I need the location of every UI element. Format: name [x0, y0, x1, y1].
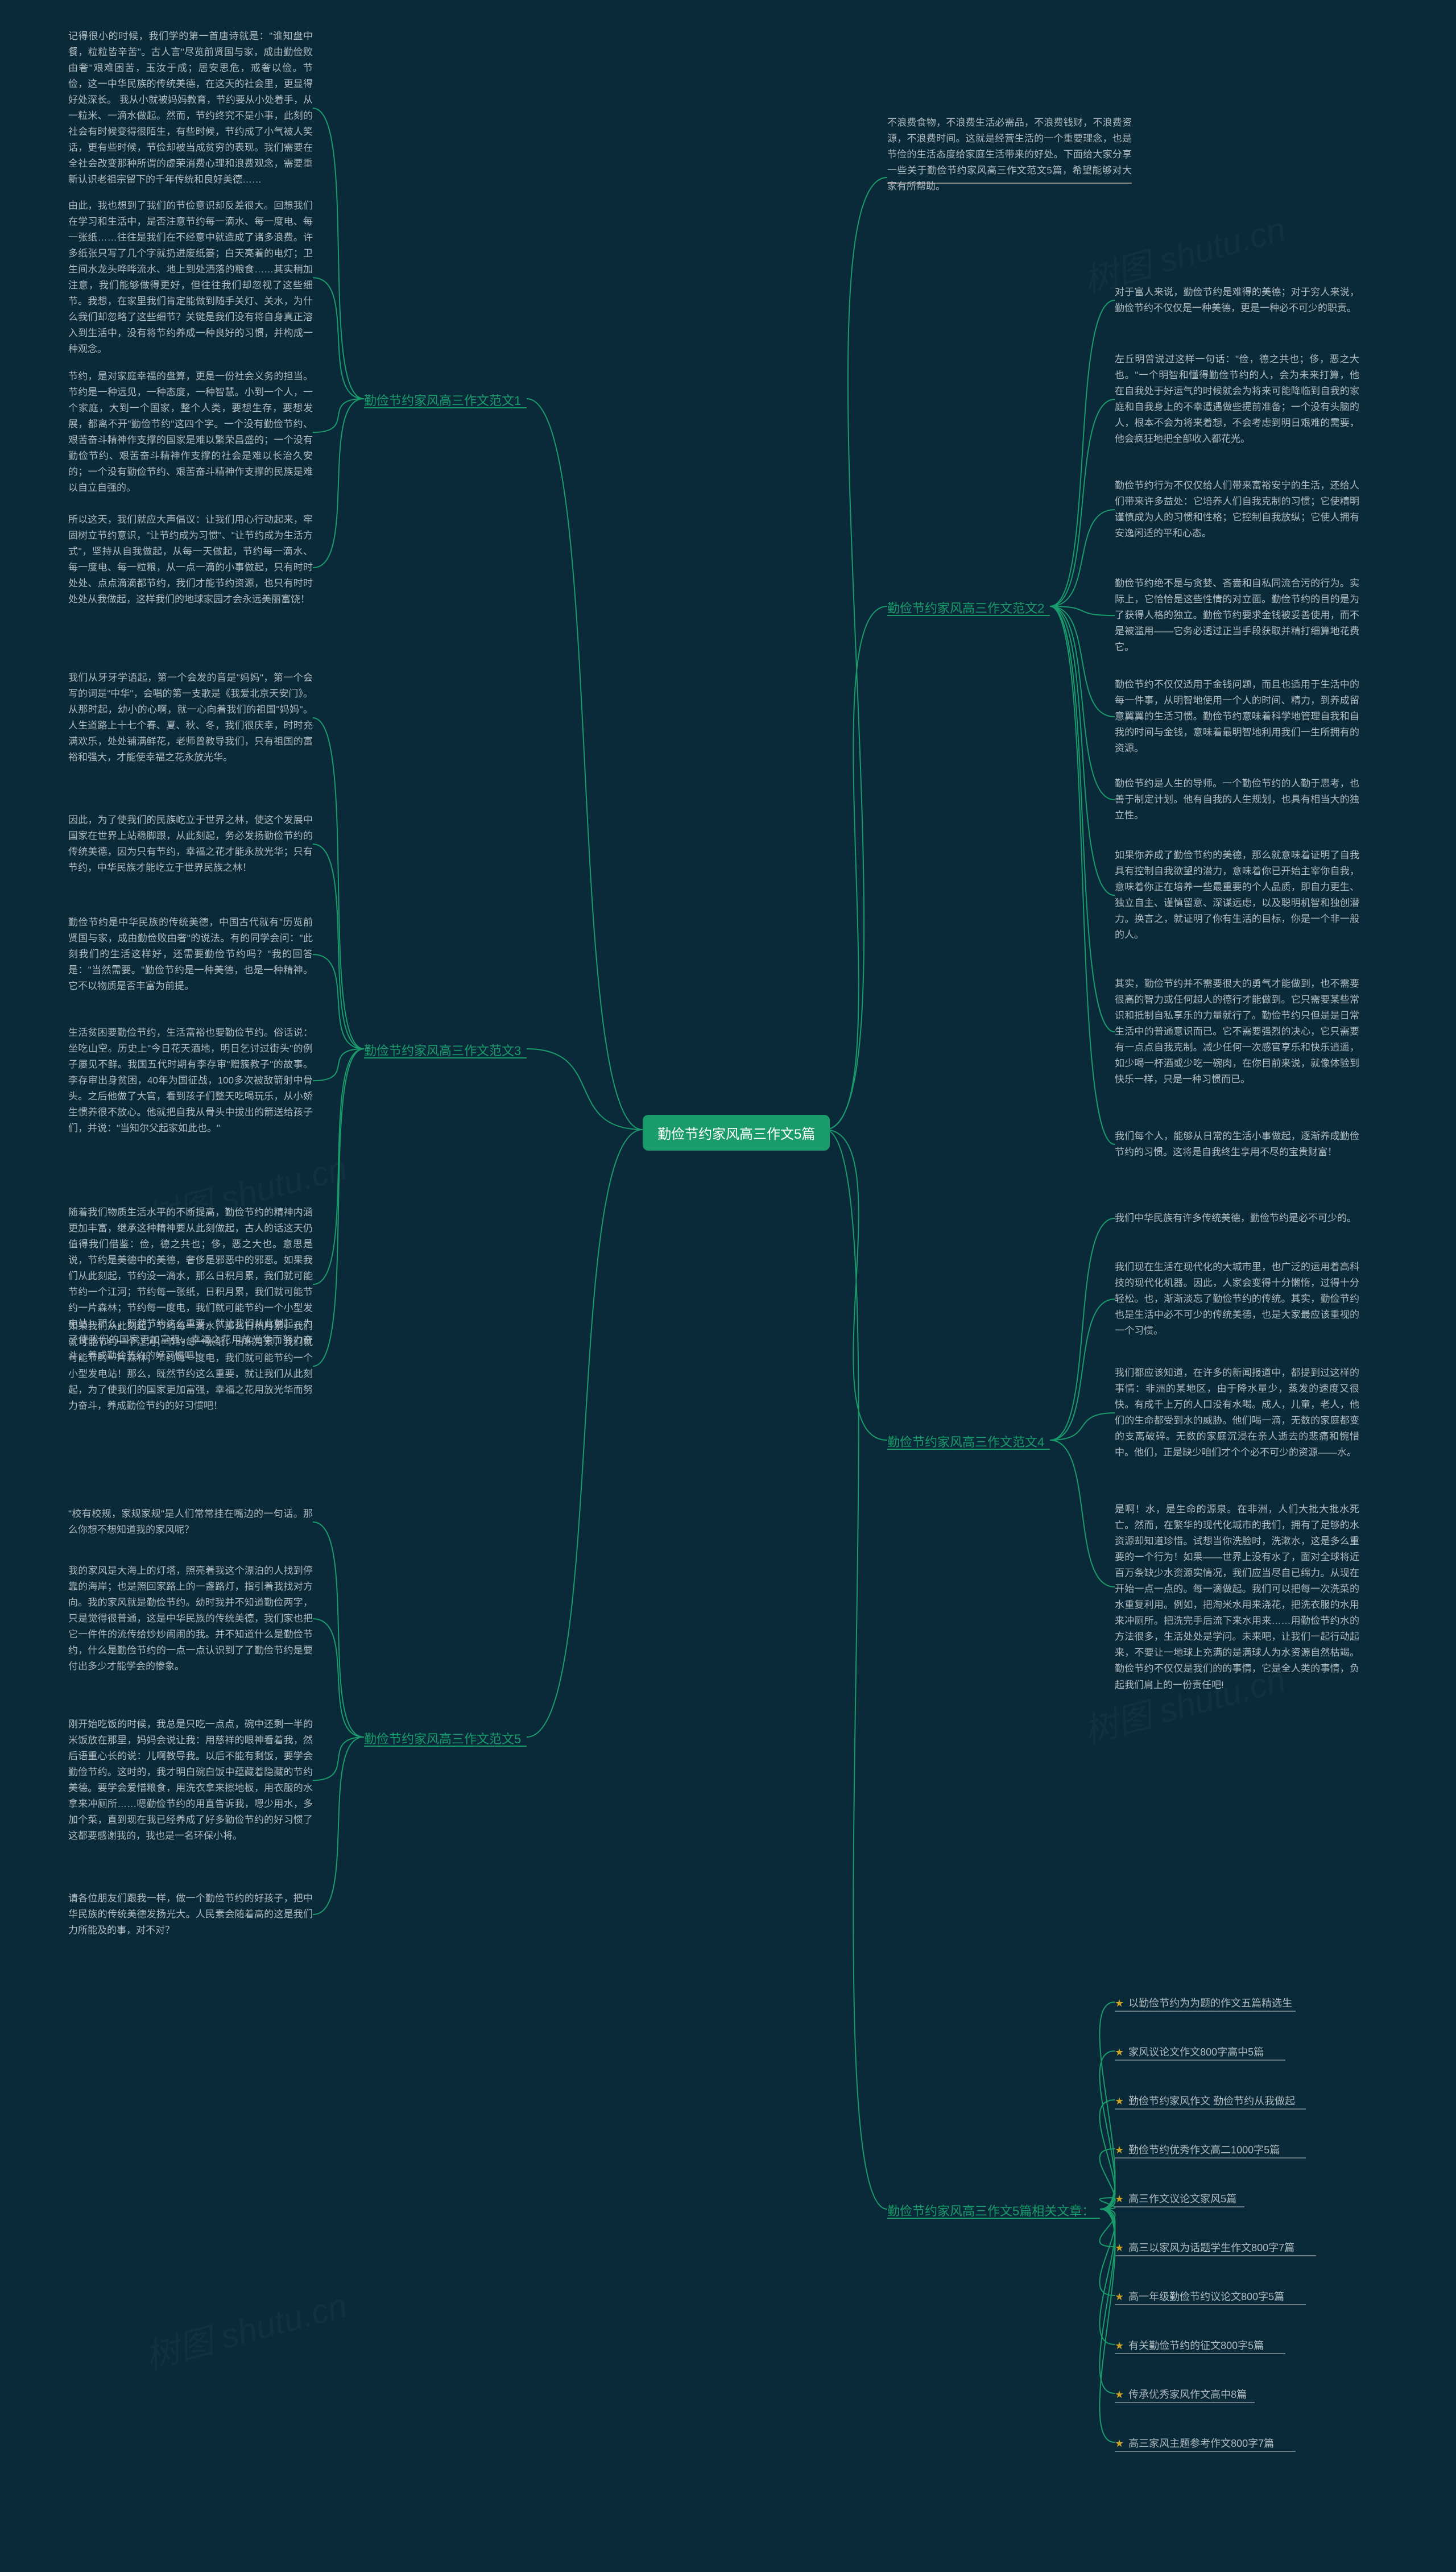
branch-label-b4: 勤俭节约家风高三作文范文4	[887, 1432, 1044, 1450]
branch-label-b2: 勤俭节约家风高三作文范文2	[887, 598, 1044, 617]
star-icon: ★	[1115, 2242, 1124, 2253]
star-icon: ★	[1115, 2340, 1124, 2351]
star-icon: ★	[1115, 2438, 1124, 2449]
star-icon: ★	[1115, 2095, 1124, 2107]
leaf-text: 因此，为了使我们的民族屹立于世界之林，使这个发展中国家在世界上站稳脚跟，从此刻起…	[68, 812, 313, 876]
leaf-text: 我们每个人，能够从日常的生活小事做起，逐渐养成勤俭节约的习惯。这将是自我终生享用…	[1115, 1128, 1359, 1160]
related-link[interactable]: ★ 高一年级勤俭节约议论文800字5篇	[1115, 2289, 1284, 2306]
link-text: 家风议论文作文800字高中5篇	[1128, 2046, 1264, 2058]
link-text: 传承优秀家风作文高中8篇	[1128, 2389, 1247, 2400]
related-link[interactable]: ★ 高三家风主题参考作文800字7篇	[1115, 2435, 1274, 2453]
star-icon: ★	[1115, 2291, 1124, 2302]
branch-label-b5: 勤俭节约家风高三作文范文5	[364, 1729, 521, 1747]
link-text: 高一年级勤俭节约议论文800字5篇	[1128, 2291, 1284, 2302]
watermark: 树图 shutu.cn	[139, 2277, 352, 2379]
star-icon: ★	[1115, 2046, 1124, 2058]
star-icon: ★	[1115, 2144, 1124, 2156]
branch-label-b1: 勤俭节约家风高三作文范文1	[364, 391, 521, 409]
branch-label-b6: 勤俭节约家风高三作文5篇相关文章：	[887, 2201, 1094, 2219]
leaf-text: 刚开始吃饭的时候，我总是只吃一点点，碗中还剩一半的米饭放在那里，妈妈会说让我：用…	[68, 1717, 313, 1844]
intro-text: 不浪费食物，不浪费生活必需品，不浪费钱财，不浪费资源，不浪费时间。这就是经营生活…	[887, 115, 1132, 195]
link-text: 以勤俭节约为为题的作文五篇精选生	[1128, 1998, 1292, 2009]
leaf-text: 勤俭节约是人生的导师。一个勤俭节约的人勤于思考，也善于制定计划。他有自我的人生规…	[1115, 776, 1359, 824]
leaf-text: 如果我们从此刻起，节约每一滴水，那么日积月累，我们就可能节约一个江河；节约每一张…	[68, 1318, 313, 1414]
leaf-text: 勤俭节约绝不是与贪婪、吝啬和自私同流合污的行为。实际上，它恰恰是这些性情的对立面…	[1115, 576, 1359, 655]
branch-label-b3: 勤俭节约家风高三作文范文3	[364, 1041, 521, 1059]
related-link[interactable]: ★ 有关勤俭节约的征文800字5篇	[1115, 2338, 1264, 2355]
star-icon: ★	[1115, 1998, 1124, 2009]
link-text: 勤俭节约家风作文 勤俭节约从我做起	[1128, 2095, 1295, 2107]
leaf-text: 其实，勤俭节约并不需要很大的勇气才能做到，也不需要很高的智力或任何超人的德行才能…	[1115, 976, 1359, 1087]
link-text: 有关勤俭节约的征文800字5篇	[1128, 2340, 1264, 2351]
leaf-text: 我们都应该知道，在许多的新闻报道中，都提到过这样的事情：非洲的某地区，由于降水量…	[1115, 1365, 1359, 1461]
link-text: 高三家风主题参考作文800字7篇	[1128, 2438, 1274, 2449]
related-link[interactable]: ★ 以勤俭节约为为题的作文五篇精选生	[1115, 1995, 1292, 2012]
leaf-text: 所以这天，我们就应大声倡议：让我们用心行动起来，牢固树立节约意识，"让节约成为习…	[68, 512, 313, 607]
leaf-text: 我们现在生活在现代化的大城市里，也广泛的运用着高科技的现代化机器。因此，人家会变…	[1115, 1259, 1359, 1339]
link-text: 勤俭节约优秀作文高二1000字5篇	[1128, 2144, 1280, 2156]
leaf-text: 请各位朋友们跟我一样，做一个勤俭节约的好孩子，把中华民族的传统美德发扬光大。人民…	[68, 1891, 313, 1938]
leaf-text: 勤俭节约行为不仅仅给人们带来富裕安宁的生活，还给人们带来许多益处：它培养人们自我…	[1115, 478, 1359, 541]
link-text: 高三以家风为话题学生作文800字7篇	[1128, 2242, 1294, 2253]
leaf-text: 我们从牙牙学语起，第一个会发的音是"妈妈"，第一个会写的词是"中华"，会唱的第一…	[68, 670, 313, 766]
leaf-text: 节约，是对家庭幸福的盘算，更是一份社会义务的担当。节约是一种远见，一种态度，一种…	[68, 369, 313, 496]
link-text: 高三作文议论文家风5篇	[1128, 2193, 1236, 2205]
star-icon: ★	[1115, 2193, 1124, 2205]
related-link[interactable]: ★ 传承优秀家风作文高中8篇	[1115, 2387, 1247, 2404]
leaf-text: 如果你养成了勤俭节约的美德，那么就意味着证明了自我具有控制自我欲望的潜力，意味着…	[1115, 847, 1359, 943]
related-link[interactable]: ★ 勤俭节约家风作文 勤俭节约从我做起	[1115, 2093, 1295, 2110]
leaf-text: 勤俭节约不仅仅适用于金钱问题，而且也适用于生活中的每一件事，从明智地使用一个人的…	[1115, 677, 1359, 756]
leaf-text: 我的家风是大海上的灯塔，照亮着我这个漂泊的人找到停靠的海岸；也是照回家路上的一盏…	[68, 1563, 313, 1674]
root-node: 勤俭节约家风高三作文5篇	[643, 1115, 830, 1151]
leaf-text: 是啊！水，是生命的源泉。在非洲，人们大批大批水死亡。然而，在繁华的现代化城市的我…	[1115, 1502, 1359, 1693]
related-link[interactable]: ★ 勤俭节约优秀作文高二1000字5篇	[1115, 2142, 1280, 2159]
leaf-text: 由此，我也想到了我们的节俭意识却反差很大。回想我们在学习和生活中，是否注意节约每…	[68, 198, 313, 357]
leaf-text: 对于富人来说，勤俭节约是难得的美德；对于穷人来说，勤俭节约不仅仅是一种美德，更是…	[1115, 284, 1359, 316]
related-link[interactable]: ★ 高三以家风为话题学生作文800字7篇	[1115, 2240, 1294, 2257]
leaf-text: "校有校规，家规家规"是人们常常挂在嘴边的一句话。那么你想不想知道我的家风呢？	[68, 1506, 313, 1538]
leaf-text: 左丘明曾说过这样一句话："俭，德之共也；侈，恶之大也。"一个明智和懂得勤俭节约的…	[1115, 352, 1359, 447]
leaf-text: 生活贫困要勤俭节约，生活富裕也要勤俭节约。俗话说：坐吃山空。历史上"今日花天酒地…	[68, 1025, 313, 1136]
leaf-text: 我们中华民族有许多传统美德，勤俭节约是必不可少的。	[1115, 1210, 1359, 1226]
star-icon: ★	[1115, 2389, 1124, 2400]
leaf-text: 记得很小的时候，我们学的第一首唐诗就是："谁知盘中餐，粒粒皆辛苦"。古人言"尽览…	[68, 28, 313, 188]
leaf-text: 勤俭节约是中华民族的传统美德，中国古代就有"历览前贤国与家，成由勤俭败由奢"的说…	[68, 915, 313, 994]
related-link[interactable]: ★ 高三作文议论文家风5篇	[1115, 2191, 1236, 2208]
related-link[interactable]: ★ 家风议论文作文800字高中5篇	[1115, 2044, 1264, 2061]
